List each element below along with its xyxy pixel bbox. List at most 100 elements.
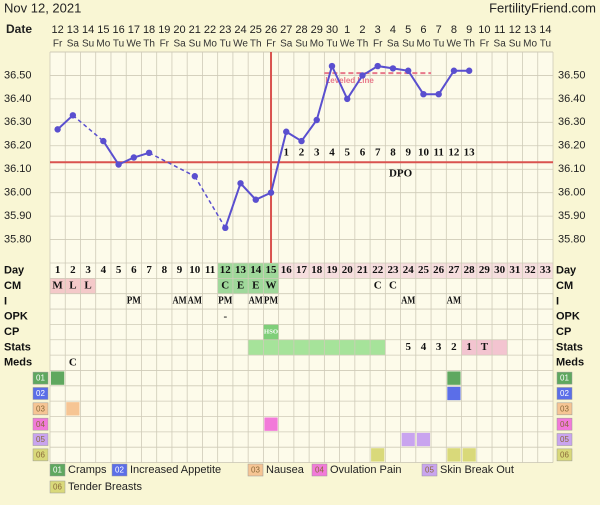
weekday-label: Mo — [416, 39, 430, 50]
weekday-label: Tu — [326, 39, 337, 50]
day-number: 12 — [220, 264, 232, 276]
code-label: 06 — [36, 450, 45, 459]
code-label: 06 — [53, 483, 62, 492]
cell-entry: AM — [172, 296, 187, 307]
day-number: 1 — [55, 264, 61, 276]
date-label: 14 — [539, 24, 551, 36]
cell-highlight — [370, 339, 386, 356]
cell-highlight — [385, 263, 401, 279]
weekday-label: Mo — [310, 39, 324, 50]
code-box — [32, 402, 49, 416]
date-label: 25 — [250, 24, 262, 36]
date-label: 3 — [375, 24, 381, 36]
day-number: 20 — [342, 264, 354, 276]
row-label: Stats — [4, 341, 31, 353]
cell-entry: PM — [264, 296, 279, 307]
weekday-label: Su — [295, 39, 307, 50]
y-tick-label: 36.50 — [4, 69, 32, 81]
row-label: Day — [4, 265, 25, 277]
day-number: 21 — [357, 264, 368, 276]
cell-entry: M — [52, 280, 63, 292]
cell-entry: E — [237, 280, 244, 292]
temperature-point — [404, 67, 412, 74]
cell-highlight — [492, 339, 508, 356]
cell-highlight — [50, 278, 66, 294]
cell-highlight — [476, 263, 493, 279]
cell-entry: 2 — [451, 341, 457, 353]
day-number: 17 — [296, 264, 308, 276]
day-number: 8 — [162, 264, 168, 276]
cell-highlight — [278, 263, 294, 279]
cell-highlight — [492, 263, 508, 279]
temperature-point — [450, 67, 458, 74]
code-box — [556, 448, 573, 462]
day-number: 10 — [189, 264, 201, 276]
code-box — [32, 387, 49, 400]
cell-highlight — [263, 324, 279, 340]
cell-entry: C — [69, 356, 77, 368]
code-box — [556, 417, 573, 431]
symptom-cell — [66, 402, 80, 416]
weekday-label: We — [126, 39, 141, 50]
code-box — [247, 463, 264, 477]
cell-highlight — [461, 339, 477, 356]
code-box — [32, 433, 49, 446]
day-number: 5 — [116, 264, 122, 276]
legend-label: Increased Appetite — [130, 464, 221, 476]
weekday-label: Su — [189, 39, 201, 50]
date-label: 9 — [466, 24, 472, 36]
row-label: I — [4, 295, 7, 307]
weekday-label: Th — [463, 39, 475, 50]
weekday-label: Th — [250, 39, 262, 50]
cell-highlight — [431, 263, 447, 279]
day-number: 15 — [266, 264, 278, 276]
cell-entry: C — [389, 280, 397, 292]
weekday-label: We — [340, 39, 355, 50]
day-number: 3 — [85, 264, 91, 276]
day-number: 14 — [250, 264, 262, 276]
cell-highlight — [522, 263, 538, 279]
cell-highlight — [293, 339, 310, 356]
cell-highlight — [324, 339, 340, 356]
weekday-label: Sa — [387, 39, 400, 50]
cell-highlight — [248, 278, 264, 294]
code-box — [311, 463, 328, 477]
legend-label: Tender Breasts — [68, 481, 142, 493]
day-number: 28 — [464, 264, 476, 276]
cell-highlight — [232, 278, 249, 294]
y-tick-label: 35.90 — [4, 210, 32, 222]
dpo-number: 3 — [314, 147, 320, 159]
code-label: 02 — [560, 389, 569, 398]
code-label: 03 — [251, 466, 260, 475]
symptom-cell — [371, 448, 385, 462]
code-box — [32, 448, 49, 462]
plot-area — [50, 52, 553, 463]
symptom-cell — [447, 371, 461, 385]
y-tick-label: 36.40 — [558, 93, 586, 105]
temperature-point — [435, 91, 442, 98]
y-tick-label: 36.10 — [4, 163, 32, 175]
cell-highlight — [370, 263, 386, 279]
row-label: Meds — [556, 357, 584, 369]
temperature-point — [420, 91, 427, 98]
y-tick-label: 36.00 — [4, 187, 32, 199]
cell-entry: AM — [188, 296, 203, 307]
cell-highlight — [446, 263, 462, 279]
temperature-point — [389, 65, 397, 72]
weekday-label: Mo — [203, 39, 217, 50]
cell-entry: 3 — [436, 341, 442, 353]
cell-entry: W — [266, 280, 277, 292]
weekday-label: Tu — [113, 39, 124, 50]
date-label: 21 — [189, 24, 201, 36]
cell-entry: - — [223, 310, 227, 322]
weekday-label: Th — [143, 39, 155, 50]
dpo-number: 8 — [390, 147, 396, 159]
date-label: 12 — [51, 24, 63, 36]
cell-entry: C — [374, 280, 382, 292]
date-label: 14 — [82, 24, 94, 36]
weekday-label: Tu — [433, 39, 444, 50]
weekday-label: Mo — [96, 39, 110, 50]
weekday-label: Sa — [494, 39, 507, 50]
legend-label: Skin Break Out — [440, 464, 514, 476]
chart-date: Nov 12, 2021 — [4, 0, 81, 15]
